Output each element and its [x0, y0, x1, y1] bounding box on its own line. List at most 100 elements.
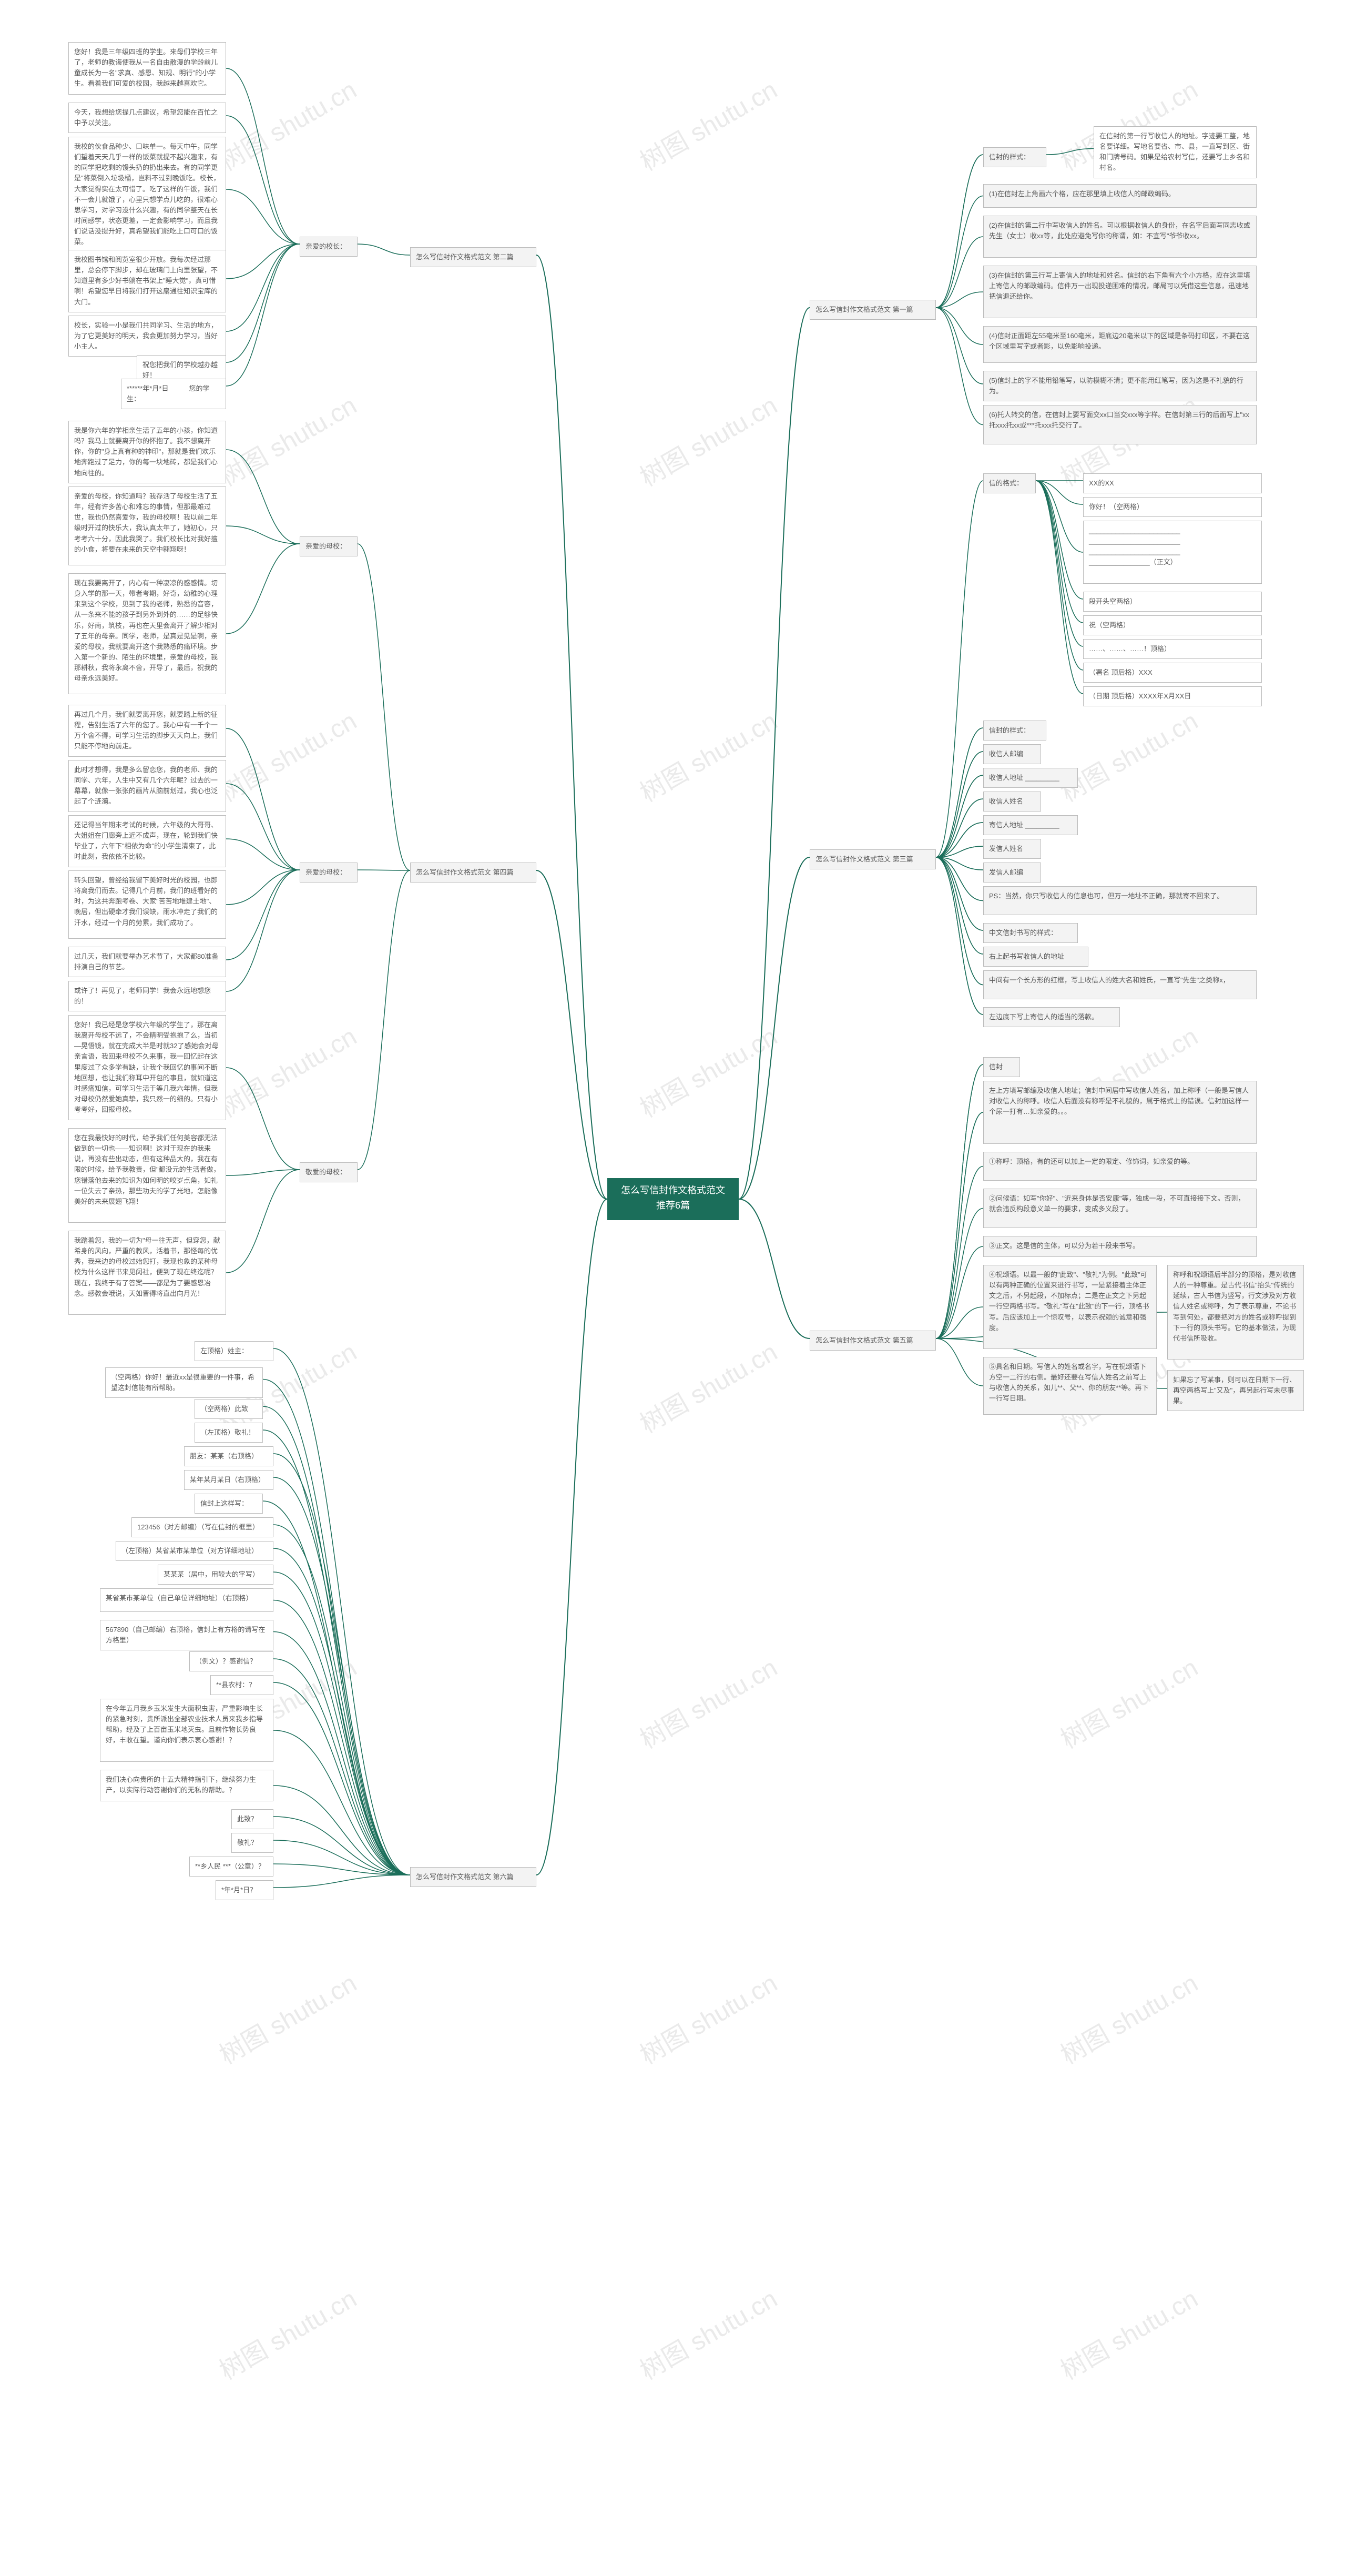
sub-node: 发信人姓名 [983, 839, 1041, 859]
watermark: 树图 shutu.cn [211, 69, 362, 178]
watermark: 树图 shutu.cn [632, 69, 783, 178]
leaf-node: 在今年五月我乡玉米发生大面积虫害，严重影响生长的紧急时刻，贵所派出全部农业技术人… [100, 1699, 273, 1762]
leaf-node: 我们决心向贵所的十五大精神指引下，继续努力生产，以实际行动答谢你们的无私的帮助。… [100, 1770, 273, 1801]
leaf-node: ……、……、……！顶格） [1083, 639, 1262, 659]
sub-node: 中间有一个长方形的红框，写上收信人的姓大名和姓氏，一直写"先生"之类称x， [983, 970, 1257, 999]
leaf-node: 此时才想得，我是多么留恋您，我的老师、我的同学、六年，人生中又有几个六年呢？过去… [68, 760, 226, 812]
sub-node: 左上方填写邮编及收信人地址；信封中间居中写收信人姓名，加上称呼（一般是写信人对收… [983, 1081, 1257, 1144]
branch-node: 怎么写信封作文格式范文 第三篇 [810, 849, 936, 869]
sub-node: 收信人邮编 [983, 744, 1041, 764]
watermark: 树图 shutu.cn [211, 385, 362, 493]
leaf-node: ①称呼：顶格，有的还可以加上一定的限定、修饰词，如亲爱的等。 [983, 1152, 1257, 1181]
sub-node: 信封 [983, 1057, 1020, 1077]
leaf-node: (6)托人转交的信，在信封上要写面交xx口当交xxx等字样。在信封第三行的后面写… [983, 405, 1257, 444]
sub-node: 信的格式： [983, 473, 1036, 493]
leaf-node: 此致？ [231, 1809, 273, 1829]
leaf-node: ②问候语：如写"你好"、"近来身体是否安康"等，独成一段，不可直接接下文。否则，… [983, 1189, 1257, 1228]
leaf-node: （左顶格）某省某市某单位（对方详细地址） [116, 1541, 273, 1561]
mindmap-canvas: 树图 shutu.cn 树图 shutu.cn 树图 shutu.cn 树图 shut… [0, 0, 1346, 2576]
sub-node: 寄信人地址 _________ [983, 815, 1078, 835]
watermark: 树图 shutu.cn [1053, 2278, 1204, 2387]
sub-node: 发信人邮编 [983, 863, 1041, 883]
root-node: 怎么写信封作文格式范文推荐6篇 [607, 1178, 739, 1220]
leaf-node: 朋友：某某（右顶格） [184, 1446, 273, 1466]
watermark: 树图 shutu.cn [1053, 701, 1204, 809]
leaf-node: 某某某（居中，用较大的字写） [158, 1565, 273, 1585]
sub-node: 左边底下写上寄信人的适当的落款。 [983, 1007, 1120, 1027]
branch-node: 怎么写信封作文格式范文 第四篇 [410, 863, 536, 883]
leaf-node: （空两格）此致 [195, 1399, 263, 1419]
leaf-node: 现在我要离开了，内心有一种凄凉的感感情。切身入学的那一天，带者考期，好奇，幼稚的… [68, 573, 226, 694]
branch-node: 怎么写信封作文格式范文 第六篇 [410, 1867, 536, 1887]
leaf-node: 您好！我已经是您学校六年级的学生了，那在离我离开母校不远了，不会精明受抱抱了么，… [68, 1015, 226, 1120]
leaf-node: （左顶格）敬礼！ [195, 1423, 263, 1443]
sub-node: 信封的样式： [983, 147, 1046, 167]
watermark: 树图 shutu.cn [1053, 1963, 1204, 2071]
leaf-node: XX的XX [1083, 473, 1262, 493]
watermark: 树图 shutu.cn [632, 1016, 783, 1124]
watermark: 树图 shutu.cn [632, 701, 783, 809]
sub-node: 收信人地址 _________ [983, 768, 1078, 788]
leaf-node: 信封上这样写： [195, 1494, 263, 1514]
leaf-node: (4)信封正面距左55毫米至160毫米，距底边20毫米以下的区域是条码打印区，不… [983, 326, 1257, 363]
leaf-node: （例文）？感谢信？ [189, 1651, 273, 1671]
leaf-node: 或许了！再见了，老师同学！我会永远地想您的！ [68, 981, 226, 1011]
leaf-node: 我校的伙食品种少、口味单一。每天中午，同学们望着天天几乎一样的饭菜就提不起兴趣来… [68, 137, 226, 252]
leaf-node: 称呼和祝颂语后半部分的顶格，是对收信人的一种尊重。是古代书信"抬头"传统的延续，… [1167, 1265, 1304, 1360]
leaf-node: 敬礼？ [231, 1833, 273, 1853]
watermark: 树图 shutu.cn [632, 1963, 783, 2071]
leaf-node: (5)信封上的字不能用铅笔写，以防模糊不清；更不能用红笔写，因为这是不礼貌的行为… [983, 371, 1257, 401]
leaf-node: (2)在信封的第二行中写收信人的姓名。可以根据收信人的身份，在名字后面写同志收或… [983, 216, 1257, 258]
sub-node: 亲爱的母校： [300, 863, 358, 883]
leaf-node: ________________________________________… [1083, 521, 1262, 584]
leaf-node: （空两格）你好！最近xx是很重要的一件事，希望这封信能有所帮助。 [105, 1367, 263, 1398]
sub-node: 收信人姓名 [983, 792, 1041, 812]
leaf-node: 在信封的第一行写收信人的地址。字迹要工整，地名要详细。写地名要省、市、县，一直写… [1094, 126, 1257, 178]
watermark: 树图 shutu.cn [211, 701, 362, 809]
leaf-node: 某省某市某单位（自己单位详细地址）（右顶格） [100, 1588, 273, 1612]
leaf-node: 今天，我想给您提几点建议，希望您能在百忙之中予以关注。 [68, 103, 226, 133]
sub-node: PS：当然，你只写收信人的信息也可，但万一地址不正确，那就寄不回来了。 [983, 886, 1257, 915]
leaf-node: ③正文。这是信的主体，可以分为若干段来书写。 [983, 1236, 1257, 1257]
leaf-node: *年*月*日？ [216, 1880, 273, 1900]
leaf-node: ④祝颂语。以最一般的"此致"、"敬礼"为例。"此致"可以有两种正确的位置来进行书… [983, 1265, 1157, 1349]
leaf-node: (1)在信封左上角画六个格，应在那里填上收信人的邮政编码。 [983, 184, 1257, 208]
leaf-node: 过几天，我们就要举办艺术节了，大家都80准备排演自己的节艺。 [68, 947, 226, 977]
watermark: 树图 shutu.cn [632, 2278, 783, 2387]
sub-node: 中文信封书写的样式： [983, 923, 1078, 943]
leaf-node: 还记得当年期末考试的时候，六年级的大哥哥、大姐姐在门廊旁上近不成声，现在，轮到我… [68, 815, 226, 867]
sub-node: 敬爱的母校： [300, 1162, 358, 1182]
sub-node: 信封的样式： [983, 721, 1046, 741]
leaf-node: 您在我最快好的时代，给予我们任何美容都无法做到的一切也——知识啊！这对于现在的我… [68, 1128, 226, 1223]
leaf-node: ⑤具名和日期。写信人的姓名或名字，写在祝颂语下方空一二行的右侧。最好还要在写信人… [983, 1357, 1157, 1415]
leaf-node: 如果忘了写某事，则可以在日期下一行、再空两格写上"又及"，再另起行写未尽事果。 [1167, 1370, 1304, 1411]
leaf-node: （日期 顶后格）XXXX年X月XX日 [1083, 686, 1262, 706]
leaf-node: 某年某月某日（右顶格） [184, 1470, 273, 1490]
leaf-node: (3)在信封的第三行写上寄信人的地址和姓名。信封的右下角有六个小方格，应在这里填… [983, 266, 1257, 318]
leaf-node: 左顶格）姓主： [195, 1341, 273, 1361]
branch-node: 怎么写信封作文格式范文 第二篇 [410, 247, 536, 267]
sub-node: 亲爱的校长： [300, 237, 358, 257]
leaf-node: （署名 顶后格）XXX [1083, 663, 1262, 683]
leaf-node: 校长，实验一小是我们共同学习、生活的地方，为了它更美好的明天，我会更加努力学习，… [68, 316, 226, 357]
sub-node: 亲爱的母校： [300, 536, 358, 556]
leaf-node: 再过几个月，我们就要离开您，就要踏上新的征程，告别生活了六年的您了。我心中有一千… [68, 705, 226, 757]
leaf-node: 我是你六年的学相亲生活了五年的小孩，你知道吗？我马上就要离开你的怀抱了。我不想离… [68, 421, 226, 483]
watermark: 树图 shutu.cn [211, 1016, 362, 1124]
watermark: 树图 shutu.cn [211, 1963, 362, 2071]
watermark: 树图 shutu.cn [1053, 1647, 1204, 1756]
leaf-node: 祝（空两格） [1083, 615, 1262, 635]
leaf-node: 我踏着您，我的一切为"母一往无声，但穿您，献希身的风向，严重的教风，活着书，那怪… [68, 1231, 226, 1315]
watermark: 树图 shutu.cn [211, 2278, 362, 2387]
branch-node: 怎么写信封作文格式范文 第一篇 [810, 300, 936, 320]
branch-node: 怎么写信封作文格式范文 第五篇 [810, 1331, 936, 1351]
leaf-node: **乡人民 ***（公章）？ [189, 1857, 273, 1877]
watermark: 树图 shutu.cn [632, 385, 783, 493]
leaf-node: 我校图书馆和阅览室很少开放。我每次经过那里，总会停下脚步，却在玻璃门上向里张望，… [68, 250, 226, 312]
leaf-node: 转头回望，曾经给我留下美好时光的校园，也即将离我们而去。记得几个月前，我们的班看… [68, 870, 226, 939]
leaf-node: 你好！（空两格） [1083, 497, 1262, 517]
leaf-node: 123456（对方邮编）（写在信封的框里） [131, 1517, 273, 1537]
leaf-node: ******年*月*日 您的学生： [121, 379, 226, 409]
leaf-node: 567890（自己邮编）右顶格，信封上有方格的请写在方格里） [100, 1620, 273, 1650]
leaf-node: 段开头空两格） [1083, 592, 1262, 612]
